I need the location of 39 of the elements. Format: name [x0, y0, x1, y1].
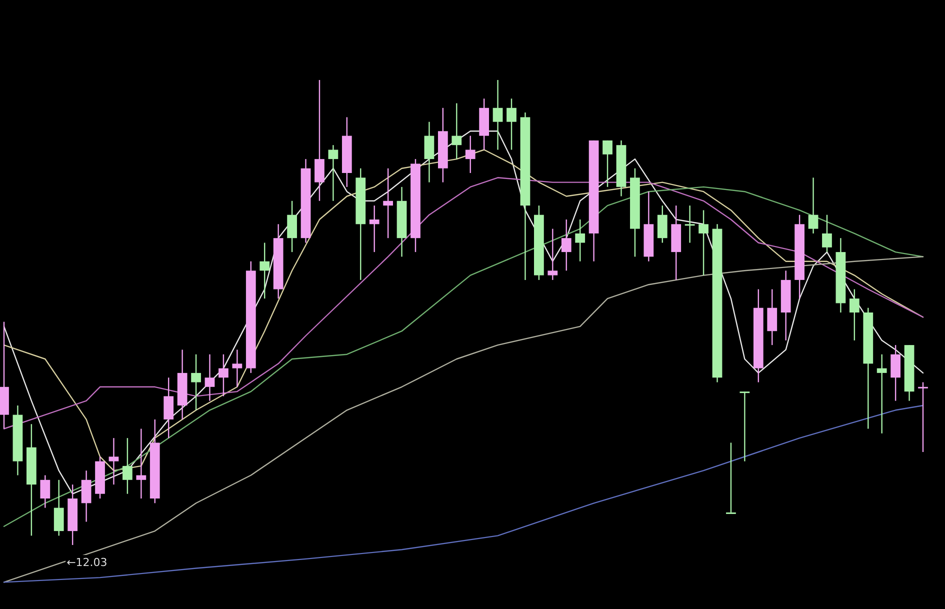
candlestick — [383, 168, 393, 239]
candlestick — [452, 102, 462, 160]
candlestick — [260, 242, 270, 300]
candlestick — [767, 288, 778, 346]
candlestick — [314, 79, 324, 202]
candlestick — [465, 135, 476, 174]
candlestick — [204, 354, 215, 402]
candlestick — [740, 390, 750, 462]
candlestick — [548, 228, 558, 281]
candlestick — [698, 210, 708, 276]
candlestick — [918, 382, 928, 453]
candlestick — [164, 377, 174, 439]
candlestick — [369, 204, 380, 253]
candlestick — [108, 437, 119, 486]
candlestick — [506, 98, 516, 150]
candlestick — [561, 218, 572, 272]
candlestick — [602, 140, 612, 188]
candlestick — [492, 79, 503, 150]
candlestick — [890, 344, 901, 402]
candlestick — [191, 354, 201, 411]
text: ←12.03 — [66, 556, 108, 569]
candlestick — [136, 428, 146, 500]
candlestick — [54, 479, 64, 536]
candlestick — [849, 288, 860, 341]
candlestick — [122, 437, 132, 494]
candlestick — [40, 474, 50, 508]
candlestick — [575, 218, 586, 262]
candlestick — [218, 354, 228, 397]
candlestick — [287, 200, 297, 253]
candlestick — [657, 204, 668, 244]
candlestick — [726, 442, 736, 514]
candlestick — [328, 144, 338, 202]
candlestick — [81, 470, 92, 522]
candlestick — [808, 177, 818, 234]
candlestick — [684, 204, 695, 244]
candlestick — [232, 349, 242, 388]
candlestick — [822, 214, 832, 253]
candlestick — [876, 354, 887, 434]
candlestick — [424, 121, 434, 183]
